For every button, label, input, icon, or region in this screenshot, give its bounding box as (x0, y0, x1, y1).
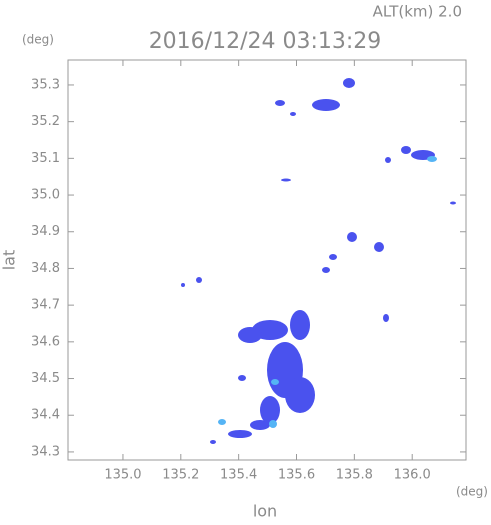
chart-title: 2016/12/24 03:13:29 (149, 29, 382, 54)
y-axis-label: lat (0, 250, 19, 271)
y-tick-label: 35.2 (31, 114, 60, 129)
y-tick-label: 34.6 (31, 334, 60, 349)
y-unit: (deg) (22, 33, 54, 47)
x-unit: (deg) (456, 485, 488, 499)
x-axis-label: lon (253, 502, 277, 521)
x-tick-label: 135.4 (220, 468, 257, 483)
x-tick-label: 135.2 (162, 468, 199, 483)
plot-frame (67, 59, 467, 461)
altitude-label: ALT(km) 2.0 (373, 3, 462, 21)
y-tick-label: 34.4 (31, 408, 60, 423)
x-tick-label: 135.8 (336, 468, 373, 483)
x-tick-label: 135.6 (278, 468, 315, 483)
x-tick-label: 135.0 (104, 468, 141, 483)
y-tick-label: 35.3 (31, 77, 60, 92)
y-tick-label: 34.3 (31, 444, 60, 459)
y-tick-label: 35.0 (31, 188, 60, 203)
radar-echoes (181, 78, 456, 444)
y-tick-label: 34.8 (31, 261, 60, 276)
y-tick-label: 34.5 (31, 371, 60, 386)
y-tick-label: 35.1 (31, 151, 60, 166)
y-tick-label: 34.9 (31, 224, 60, 239)
x-tick-label: 136.0 (394, 468, 431, 483)
y-tick-label: 34.7 (31, 298, 60, 313)
